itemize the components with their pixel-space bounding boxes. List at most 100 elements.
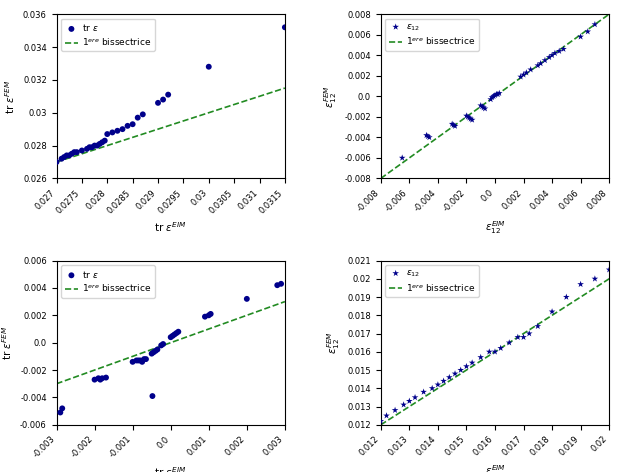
Legend: tr $\varepsilon$, 1$^{ere}$ bissectrice: tr $\varepsilon$, 1$^{ere}$ bissectrice <box>61 19 154 51</box>
Point <box>97 374 107 382</box>
Point <box>101 374 111 381</box>
Point <box>151 347 161 354</box>
Point <box>397 154 407 161</box>
Point <box>112 127 122 135</box>
Point <box>390 406 400 414</box>
Point <box>463 113 473 120</box>
Point <box>85 143 95 151</box>
Point <box>447 120 457 128</box>
Point <box>423 133 433 140</box>
Point <box>166 333 176 341</box>
Point <box>137 358 147 366</box>
Point <box>433 381 443 388</box>
Point <box>533 322 543 330</box>
Point <box>133 357 143 364</box>
Point <box>147 350 157 357</box>
Point <box>95 140 105 148</box>
Point <box>77 147 87 154</box>
Point <box>410 394 420 401</box>
Point <box>519 333 529 341</box>
X-axis label: $\varepsilon_{12}^{EIM}$: $\varepsilon_{12}^{EIM}$ <box>485 219 506 236</box>
Point <box>425 134 435 141</box>
Point <box>153 346 163 353</box>
Point <box>149 348 159 356</box>
Point <box>526 66 536 73</box>
Point <box>487 93 497 101</box>
Point <box>467 359 477 367</box>
Point <box>485 96 495 103</box>
Point <box>100 137 110 144</box>
Point <box>57 405 67 412</box>
Point <box>376 417 386 425</box>
Point <box>90 376 100 383</box>
Point <box>464 114 474 122</box>
Point <box>57 155 67 162</box>
Point <box>133 114 143 121</box>
Point <box>67 150 77 158</box>
Point <box>576 280 586 288</box>
Point <box>117 126 127 133</box>
Point <box>171 329 181 337</box>
Point <box>477 103 487 110</box>
Point <box>276 280 286 287</box>
Point <box>547 51 557 59</box>
Point <box>493 91 503 98</box>
Point <box>127 120 138 128</box>
Point <box>139 355 149 363</box>
Point <box>558 45 568 53</box>
Point <box>544 53 555 61</box>
Point <box>141 355 151 363</box>
Point <box>521 69 531 76</box>
Point <box>554 47 564 55</box>
Point <box>158 340 168 348</box>
Point <box>448 121 458 129</box>
Point <box>475 102 485 110</box>
Point <box>280 24 290 31</box>
Point <box>94 374 104 382</box>
Point <box>536 59 546 67</box>
Legend: $\varepsilon_{12}$, 1$^{ere}$ bissectrice: $\varepsilon_{12}$, 1$^{ere}$ bissectric… <box>386 19 479 51</box>
Point <box>495 345 506 352</box>
Point <box>92 142 102 149</box>
X-axis label: tr $\varepsilon^{EIM}$: tr $\varepsilon^{EIM}$ <box>154 465 187 472</box>
Point <box>421 132 431 139</box>
Point <box>138 110 148 118</box>
Point <box>547 308 557 315</box>
Point <box>62 152 72 159</box>
Point <box>516 73 526 81</box>
Point <box>127 358 138 366</box>
Point <box>205 310 215 318</box>
Point <box>156 342 166 349</box>
Point <box>479 104 489 111</box>
Point <box>513 333 523 341</box>
Point <box>561 293 571 301</box>
Point <box>242 295 252 303</box>
Point <box>200 313 210 320</box>
Point <box>480 105 490 112</box>
Point <box>462 362 472 370</box>
Point <box>490 348 500 355</box>
Point <box>95 376 106 383</box>
Point <box>438 377 448 385</box>
Point <box>456 366 466 374</box>
Point <box>590 275 600 283</box>
Point <box>90 142 100 149</box>
Y-axis label: $\varepsilon_{12}^{FEM}$: $\varepsilon_{12}^{FEM}$ <box>322 85 338 108</box>
Point <box>87 143 97 151</box>
Point <box>97 138 107 146</box>
Point <box>203 63 214 70</box>
Point <box>533 62 543 69</box>
Point <box>550 50 560 57</box>
Point <box>590 21 600 28</box>
Point <box>444 373 454 381</box>
Point <box>82 145 92 152</box>
Point <box>273 281 283 289</box>
Point <box>170 331 180 338</box>
Point <box>59 153 69 161</box>
Point <box>576 33 586 41</box>
Point <box>69 148 79 156</box>
Point <box>540 57 550 64</box>
Point <box>466 115 476 123</box>
Point <box>475 354 485 361</box>
Point <box>381 412 391 420</box>
